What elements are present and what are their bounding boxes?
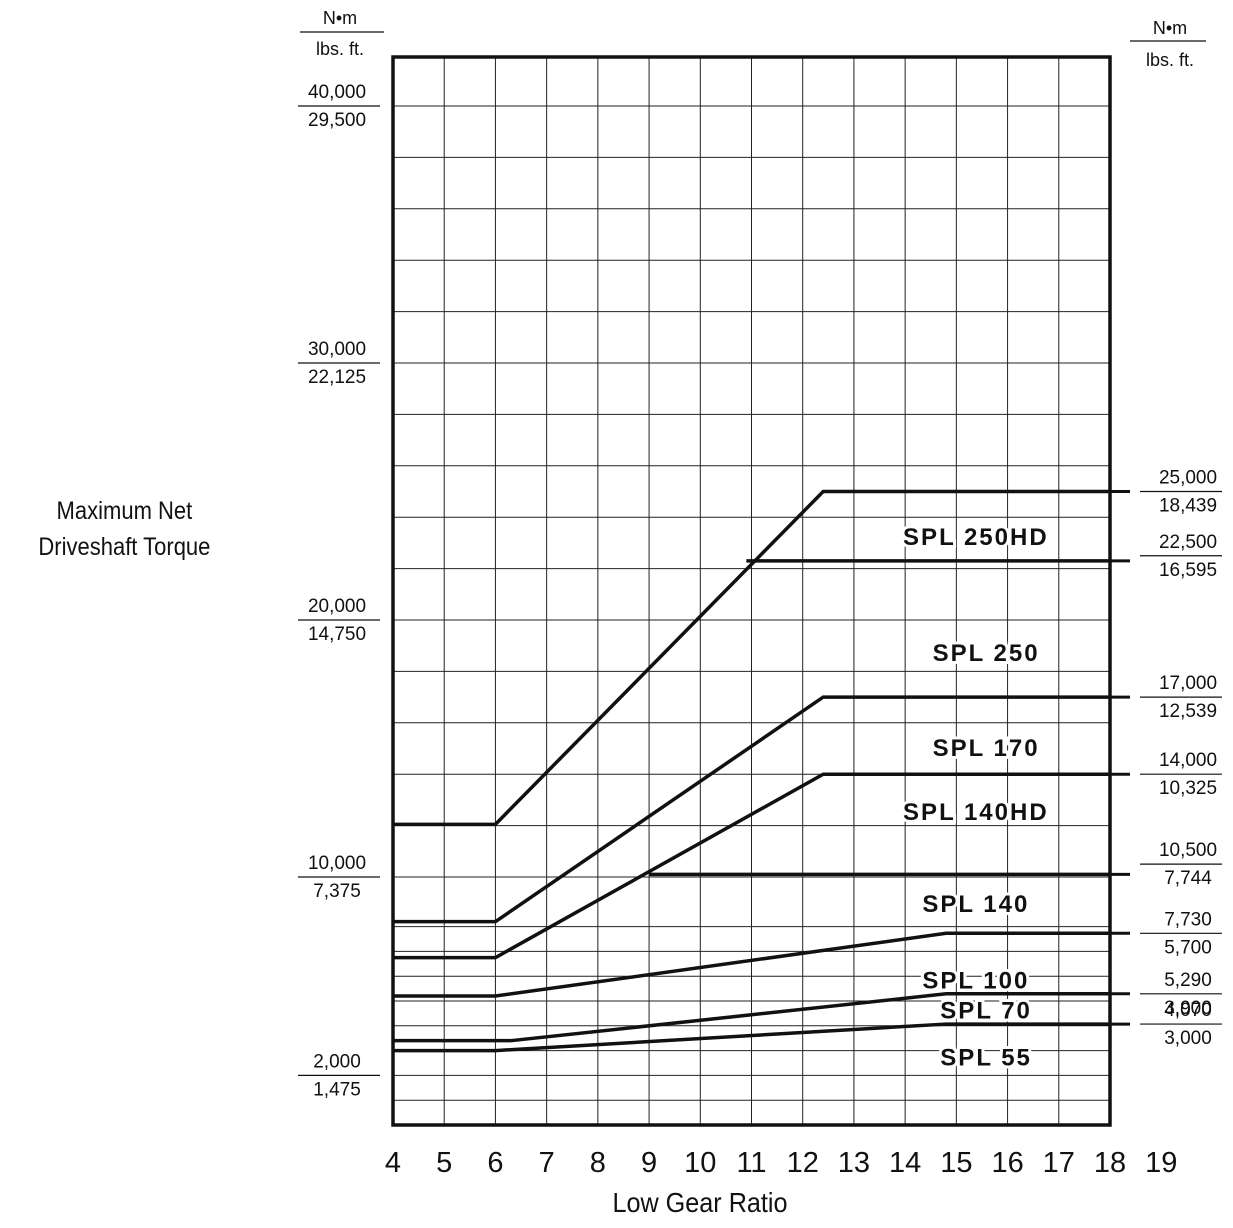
x-tick-label: 16 (991, 1147, 1023, 1179)
series-line (393, 695, 1110, 924)
left-axis-lbft: 1,475 (313, 1079, 361, 1100)
left-axis-nm: 20,000 (308, 596, 366, 617)
series-line (393, 992, 1110, 1043)
left-axis-nm: 40,000 (308, 82, 366, 103)
left-axis-nm: 10,000 (308, 853, 366, 874)
right-unit-lbft: lbs. ft. (1146, 50, 1194, 70)
right-axis-nm: 4,070 (1164, 1000, 1212, 1021)
series-label: SPL 250HD (903, 524, 1049, 551)
x-tick-label: 18 (1094, 1147, 1126, 1179)
right-axis-lbft: 10,325 (1159, 778, 1217, 799)
right-axis-nm: 14,000 (1159, 750, 1217, 771)
right-axis-lbft: 3,900 (1164, 998, 1212, 1019)
y-axis-title: Maximum Net Driveshaft Torque (14, 493, 234, 565)
x-tick-label: 7 (539, 1147, 555, 1179)
series-label: SPL 250 (933, 640, 1040, 667)
x-tick-label: 6 (487, 1147, 503, 1179)
x-tick-label: 4 (385, 1147, 401, 1179)
y-axis-title-line-2: Driveshaft Torque (38, 533, 211, 561)
series-lines (393, 489, 1130, 1053)
right-axis-nm: 5,290 (1164, 970, 1212, 991)
left-axis-nm: 30,000 (308, 339, 366, 360)
right-unit-nm: N•m (1153, 18, 1187, 38)
series-line (393, 489, 1110, 827)
right-axis-lbft: 16,595 (1159, 560, 1217, 581)
left-axis-lbft: 14,750 (308, 624, 366, 645)
y-axis-title-line-1: Maximum Net (56, 497, 193, 525)
x-tick-label: 19 (1145, 1147, 1177, 1179)
series-line (393, 772, 1110, 960)
series-line (393, 931, 1110, 998)
right-axis-lbft: 12,539 (1159, 701, 1217, 722)
series-label: SPL 170 (933, 735, 1040, 762)
right-axis-lbft: 18,439 (1159, 496, 1217, 517)
series-label: SPL 70 (940, 997, 1032, 1024)
x-tick-label: 13 (838, 1147, 870, 1179)
left-axis-lbft: 22,125 (308, 367, 366, 388)
left-axis-lbft: 29,500 (308, 110, 366, 131)
right-axis-lbft: 5,700 (1164, 937, 1212, 958)
x-tick-label: 9 (641, 1147, 657, 1179)
x-tick-label: 5 (436, 1147, 452, 1179)
x-tick-label: 8 (590, 1147, 606, 1179)
plot-frame (391, 55, 1112, 1127)
right-axis-lbft: 7,744 (1164, 868, 1212, 889)
right-axis-nm: 22,500 (1159, 532, 1217, 553)
grid (393, 57, 1110, 1125)
x-tick-label: 12 (787, 1147, 819, 1179)
x-axis-title: Low Gear Ratio (612, 1187, 788, 1218)
series-label: SPL 100 (922, 968, 1029, 995)
right-axis-nm: 17,000 (1159, 673, 1217, 694)
axis-labels: 4 5 6 7 8 9 10 11 12 13 14 15 16 17 18 19 N•m lbs. ft. N•m… (298, 8, 1222, 1179)
x-tick-label: 14 (889, 1147, 921, 1179)
right-axis-nm: 7,730 (1164, 909, 1212, 930)
left-unit-lbft: lbs. ft. (316, 39, 364, 59)
left-axis-lbft: 7,375 (313, 881, 361, 902)
right-axis-nm: 25,000 (1159, 468, 1217, 489)
x-tick-label: 11 (736, 1147, 766, 1179)
series-labels: SPL 250HD SPL 250 SPL 170 SPL 140HD SPL 140 S… (900, 521, 1050, 1074)
x-tick-label: 15 (940, 1147, 972, 1179)
plot-border (391, 55, 1112, 1127)
x-tick-label: 17 (1043, 1147, 1075, 1179)
right-axis-nm: 10,500 (1159, 840, 1217, 861)
series-label: SPL 55 (940, 1045, 1032, 1072)
left-unit-nm: N•m (323, 8, 357, 28)
series-label: SPL 140 (922, 891, 1029, 918)
left-axis-nm: 2,000 (313, 1051, 361, 1072)
x-tick-label: 10 (684, 1147, 716, 1179)
right-axis-lbft: 3,000 (1164, 1028, 1212, 1049)
series-line (393, 1022, 1110, 1053)
series-label: SPL 140HD (903, 799, 1049, 826)
